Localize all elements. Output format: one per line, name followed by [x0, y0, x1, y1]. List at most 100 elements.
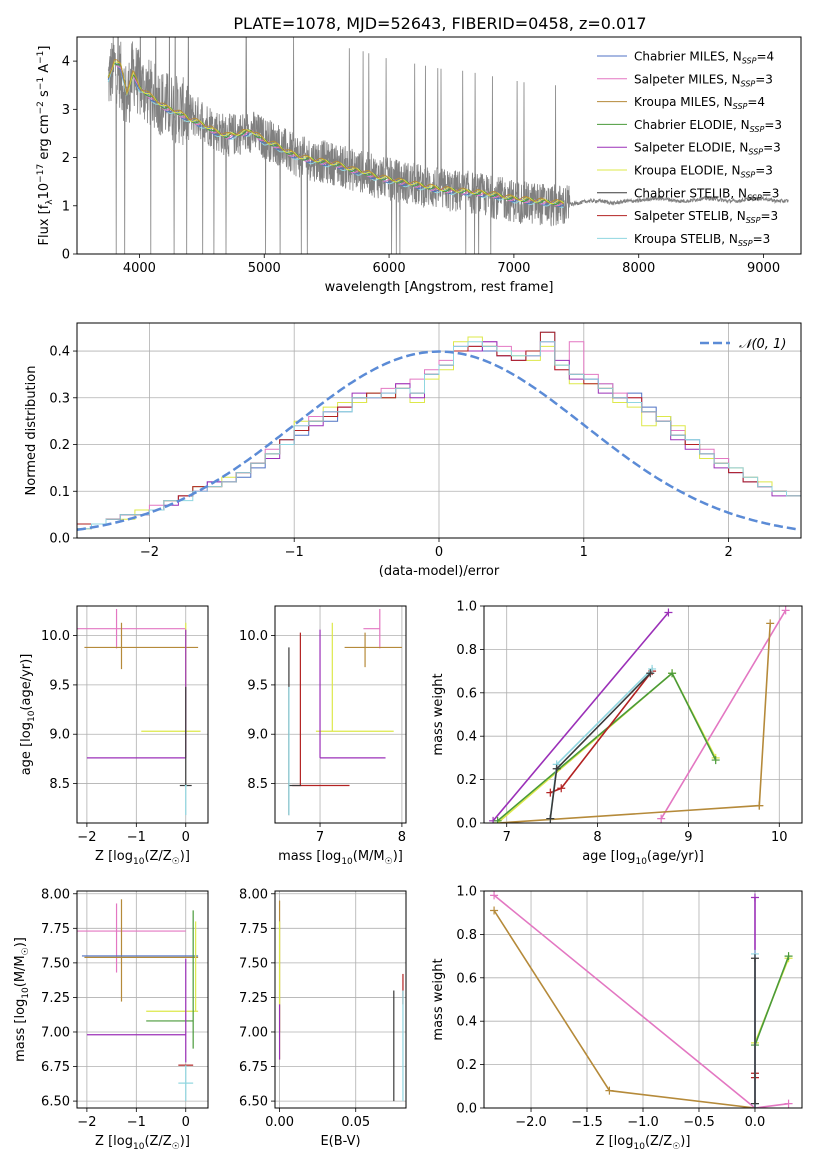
y-axis-label-part: −17	[36, 164, 46, 183]
y-axis-label-part: s	[37, 90, 52, 101]
y-axis-label-part: A	[37, 64, 52, 77]
x-axis-label: (data-model)/error	[379, 564, 500, 579]
weight-marker-kroupa_miles	[605, 1086, 614, 1095]
age_vs_Z-data	[77, 608, 201, 816]
x-tick-label: 0.00	[265, 1115, 294, 1130]
legend-suffix: =3	[762, 186, 780, 200]
x-tick-label: −2.0	[515, 1115, 547, 1130]
y-tick-label: 1	[62, 199, 70, 214]
y-axis-label-part: (age/yr)]	[19, 654, 34, 711]
x-axis-label-part: )]	[680, 1134, 690, 1149]
weight-marker-salpeter_miles	[784, 1099, 793, 1108]
y-tick-label: 10.0	[41, 629, 70, 644]
legend-text: Salpeter ELODIE, N	[634, 141, 748, 155]
legend-text: Salpeter STELIB, N	[634, 209, 746, 223]
x-tick-label: −0.5	[683, 1115, 715, 1130]
y-tick-label: 8.5	[49, 777, 70, 792]
legend-suffix: =3	[763, 141, 781, 155]
x-axis-label-part: Z [log	[95, 849, 133, 864]
y-axis-label: mass [log10(M/M☉)]	[13, 937, 31, 1062]
legend-suffix: =4	[756, 50, 774, 64]
x-axis-label: E(B-V)	[320, 1134, 360, 1149]
x-tick-label: −1.5	[571, 1115, 603, 1130]
legend-label-chabrier_elodie: Chabrier ELODIE, NSSP=3	[634, 118, 782, 134]
legend-sub: SSP	[750, 125, 765, 134]
model-spectrum-salpeter_miles	[107, 62, 564, 207]
normal-distribution-curve	[77, 350, 799, 532]
x-axis-label-part: (Z/Z	[144, 1134, 171, 1149]
legend-sub: SSP	[738, 239, 753, 248]
weight-marker-chabrier_elodie	[711, 756, 720, 765]
legend-text: Salpeter MILES, N	[634, 72, 741, 86]
legend-sub: SSP	[742, 57, 757, 66]
x-axis-label-part: ☉	[172, 857, 180, 867]
y-tick-label: 7.50	[41, 956, 70, 971]
y-tick-label: 0.2	[456, 1058, 477, 1073]
weight-marker-chabrier_elodie	[493, 816, 502, 823]
y-tick-label: 10.0	[239, 629, 268, 644]
x-axis-label-part: (M/M	[353, 849, 385, 864]
histogram-data	[77, 331, 801, 538]
weight-line-salpeter_miles	[660, 609, 787, 820]
x-axis-label-part: ☉	[385, 857, 393, 867]
y-tick-label: 8.5	[247, 777, 268, 792]
axes-mass_vs_ebv: 0.00 0.05 6.50 6.75 7.00 7.25 7.50 7.75 8.00 E(B-…	[239, 887, 407, 1149]
y-tick-label: 0.8	[456, 643, 477, 658]
axes-residuals: −2 −1 0 1 2 0.0 0.1 0.2 0.3 0.4 (data-model)/error…	[24, 322, 802, 579]
massweight_vs_Z-data	[490, 891, 793, 1108]
y-tick-label: 0	[62, 248, 70, 263]
y-tick-label: 7.00	[41, 1025, 70, 1040]
y-tick-label: 0.4	[49, 345, 70, 360]
legend-label-salpeter_miles: Salpeter MILES, NSSP=3	[634, 72, 773, 88]
x-tick-label: 6000	[373, 261, 406, 276]
legend-sub: SSP	[748, 148, 763, 157]
x-axis-label-part: 10	[133, 857, 145, 867]
y-axis-label-part: 10	[21, 987, 31, 999]
weight-marker-chabrier_stelib	[646, 669, 655, 678]
y-axis-label: mass weight	[431, 958, 446, 1040]
histogram-step-salpeter_stelib	[77, 331, 801, 538]
legend-label-salpeter_stelib: Salpeter STELIB, NSSP=3	[634, 209, 778, 225]
legend-sub: SSP	[741, 79, 756, 88]
x-axis-label-part: age [log	[582, 849, 635, 864]
y-tick-label: 0.4	[456, 1015, 477, 1030]
weight-line-kroupa_miles	[497, 623, 771, 823]
x-axis-label-part: 10	[633, 1142, 645, 1152]
weight-marker-salpeter_elodie	[750, 893, 759, 902]
x-axis-label-part: mass [log	[278, 849, 341, 864]
x-tick-label: −1.0	[627, 1115, 659, 1130]
x-axis-label: age [log10(age/yr)]	[582, 849, 704, 867]
legend-sub: SSP	[746, 216, 761, 225]
x-axis-label-part: ☉	[172, 1142, 180, 1152]
legend-text: Kroupa STELIB, N	[634, 232, 738, 246]
axes-frame	[274, 890, 407, 1109]
x-tick-label: 9000	[747, 261, 780, 276]
y-axis-label-part: ]	[37, 46, 52, 51]
y-tick-label: 9.0	[247, 728, 268, 743]
x-tick-label: −1	[127, 1115, 146, 1130]
model-spectrum-kroupa_stelib	[107, 61, 564, 209]
y-axis-label: Flux [fλ10−17 erg cm−2 s−1 A−1]	[36, 46, 55, 246]
y-axis-label: mass weight	[431, 673, 446, 755]
y-tick-label: 0.0	[49, 532, 70, 547]
mass_vs_Z-data	[77, 899, 199, 1102]
legend-sub: SSP	[741, 171, 756, 180]
x-axis-label-part: 10	[133, 1142, 145, 1152]
y-axis-label: Normed distribution	[24, 366, 39, 496]
model-spectrum-kroupa_miles	[107, 58, 564, 205]
x-tick-label: 0	[435, 545, 443, 560]
histogram-step-kroupa_stelib	[77, 341, 801, 538]
y-tick-label: 0.6	[456, 686, 477, 701]
weight-line-salpeter_stelib	[550, 670, 653, 794]
x-tick-label: −1	[127, 830, 146, 845]
legend-label-kroupa_miles: Kroupa MILES, NSSP=4	[634, 95, 765, 111]
histogram-step-kroupa_elodie	[77, 336, 801, 538]
axes-age_vs_mass: 7 8 8.5 9.0 9.5 10.0 mass [log10(M/M☉)]	[239, 605, 407, 867]
weight-marker-salpeter_stelib	[557, 784, 566, 793]
y-tick-label: 4	[62, 55, 70, 70]
weight-marker-chabrier_elodie	[668, 669, 677, 678]
x-tick-label: 8000	[622, 261, 655, 276]
legend-text: Chabrier STELIB, N	[634, 186, 747, 200]
x-tick-label: 1	[580, 545, 588, 560]
